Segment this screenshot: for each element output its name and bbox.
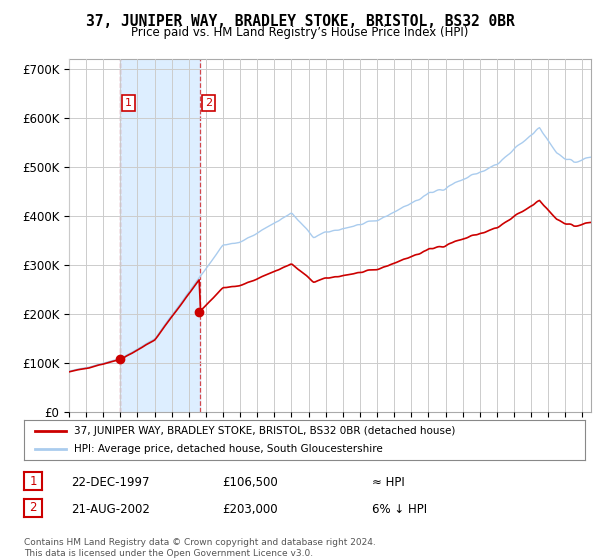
Text: This data is licensed under the Open Government Licence v3.0.: This data is licensed under the Open Gov… bbox=[24, 549, 313, 558]
Text: 2: 2 bbox=[205, 98, 212, 108]
Text: HPI: Average price, detached house, South Gloucestershire: HPI: Average price, detached house, Sout… bbox=[74, 445, 383, 454]
Text: 37, JUNIPER WAY, BRADLEY STOKE, BRISTOL, BS32 0BR: 37, JUNIPER WAY, BRADLEY STOKE, BRISTOL,… bbox=[86, 14, 514, 29]
Text: £203,000: £203,000 bbox=[222, 503, 278, 516]
Bar bbox=[120, 59, 200, 412]
Text: Price paid vs. HM Land Registry’s House Price Index (HPI): Price paid vs. HM Land Registry’s House … bbox=[131, 26, 469, 39]
Text: Contains HM Land Registry data © Crown copyright and database right 2024.: Contains HM Land Registry data © Crown c… bbox=[24, 538, 376, 547]
Text: 1: 1 bbox=[29, 474, 37, 488]
Text: £106,500: £106,500 bbox=[222, 476, 278, 489]
Text: 22-DEC-1997: 22-DEC-1997 bbox=[71, 476, 149, 489]
Text: 6% ↓ HPI: 6% ↓ HPI bbox=[372, 503, 427, 516]
Text: 37, JUNIPER WAY, BRADLEY STOKE, BRISTOL, BS32 0BR (detached house): 37, JUNIPER WAY, BRADLEY STOKE, BRISTOL,… bbox=[74, 426, 456, 436]
Text: 2: 2 bbox=[29, 501, 37, 515]
Text: 21-AUG-2002: 21-AUG-2002 bbox=[71, 503, 149, 516]
Text: 1: 1 bbox=[125, 98, 132, 108]
Text: ≈ HPI: ≈ HPI bbox=[372, 476, 405, 489]
